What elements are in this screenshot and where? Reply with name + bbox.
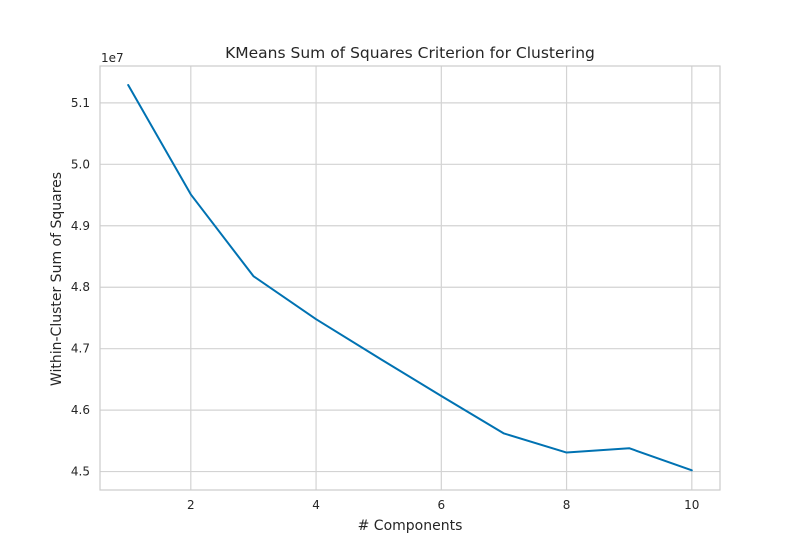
grid: [100, 66, 720, 490]
series-line: [127, 84, 693, 472]
y-tick-label: 4.6: [71, 403, 90, 417]
x-tick-label: 4: [312, 498, 320, 512]
x-tick-label: 10: [684, 498, 699, 512]
y-axis-offset-label: 1e7: [101, 51, 124, 65]
axes-frame: [99, 65, 721, 491]
y-tick-label: 4.5: [71, 465, 90, 479]
y-tick-label: 5.0: [71, 157, 90, 171]
y-axis-label: Within-Cluster Sum of Squares: [49, 172, 65, 386]
x-tick-label: 2: [187, 498, 195, 512]
y-tick-label: 4.8: [71, 280, 90, 294]
chart-title: KMeans Sum of Squares Criterion for Clus…: [225, 44, 595, 62]
y-tick-label: 4.9: [71, 219, 90, 233]
x-tick-label: 8: [563, 498, 571, 512]
y-tick-label: 4.7: [71, 342, 90, 356]
tick-labels: 2 4 6 8 10 4.5 4.6 4.7 4.8 4.9 5.0 5.1: [71, 96, 700, 512]
x-tick-label: 6: [437, 498, 445, 512]
series-layer: [127, 84, 693, 472]
x-axis-label: # Components: [358, 518, 463, 534]
y-tick-label: 5.1: [71, 96, 90, 110]
plot-frame: [99, 65, 721, 491]
